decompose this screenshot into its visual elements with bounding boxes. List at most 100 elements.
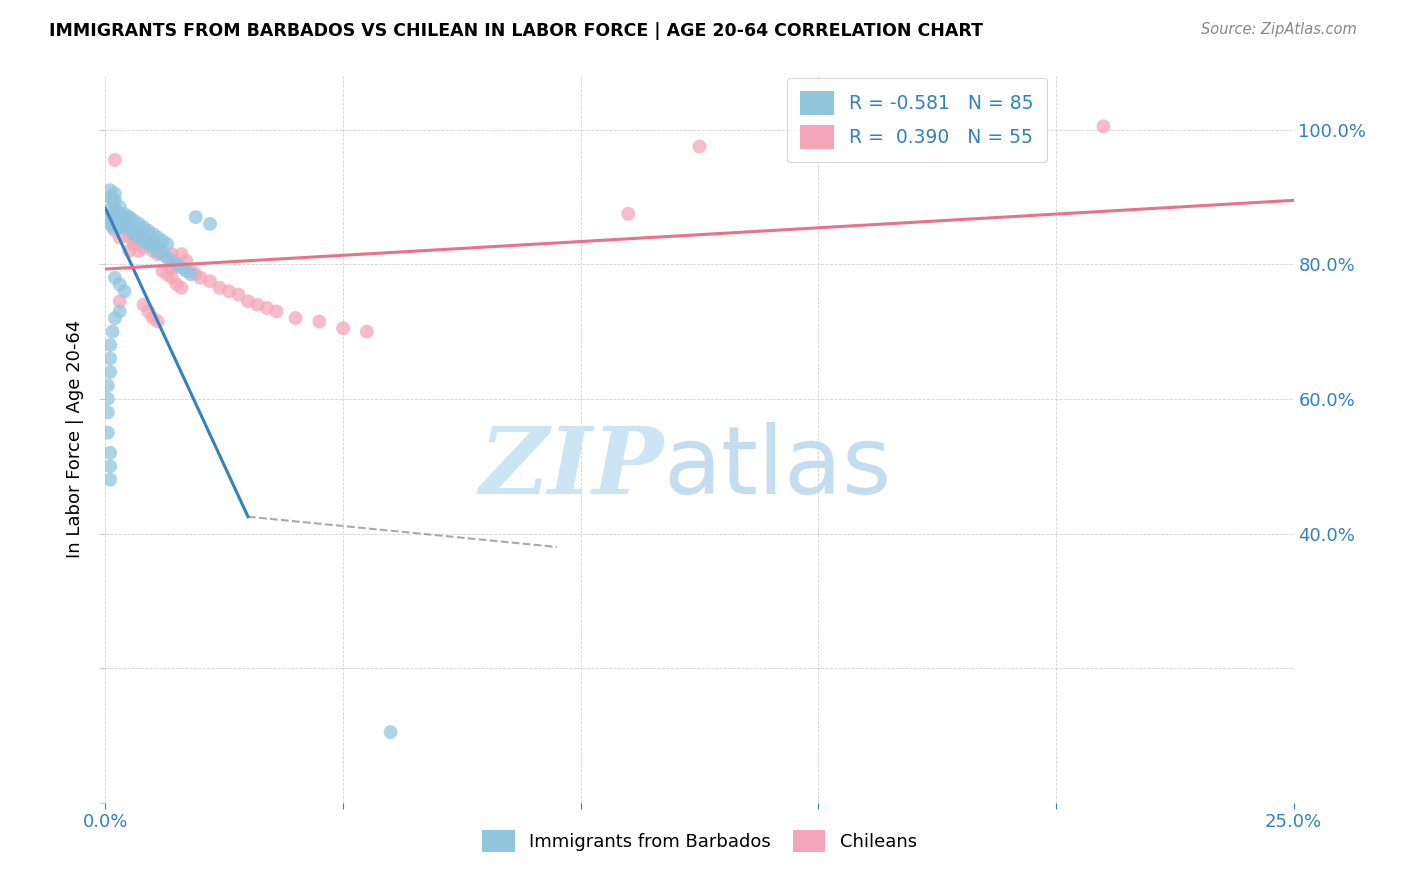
Point	[108, 207, 131, 221]
Point	[174, 254, 197, 268]
Point	[108, 304, 131, 318]
Point	[121, 224, 143, 238]
Point	[98, 446, 121, 460]
Point	[132, 220, 155, 235]
Point	[246, 298, 269, 312]
Point	[98, 183, 121, 197]
Point	[98, 210, 121, 224]
Point	[108, 217, 131, 231]
Point	[136, 224, 159, 238]
Point	[152, 247, 174, 261]
Point	[180, 268, 202, 282]
Point	[156, 251, 179, 265]
Point	[184, 268, 207, 282]
Point	[114, 210, 136, 224]
Point	[114, 217, 136, 231]
Point	[111, 217, 134, 231]
Point	[152, 264, 174, 278]
Point	[266, 304, 288, 318]
Point	[136, 237, 159, 252]
Point	[101, 325, 124, 339]
Point	[198, 274, 221, 288]
Point	[104, 224, 127, 238]
Point	[118, 220, 141, 235]
Point	[98, 210, 121, 224]
Point	[160, 270, 183, 285]
Point	[308, 314, 330, 328]
Legend: Immigrants from Barbados, Chileans: Immigrants from Barbados, Chileans	[475, 822, 924, 859]
Point	[142, 234, 165, 248]
Point	[97, 392, 120, 406]
Point	[228, 287, 250, 301]
Point	[166, 257, 188, 271]
Point	[98, 459, 121, 474]
Point	[108, 210, 131, 224]
Point	[122, 237, 145, 252]
Point	[108, 230, 131, 244]
Point	[156, 268, 179, 282]
Point	[174, 264, 197, 278]
Point	[170, 281, 193, 295]
Point	[101, 220, 124, 235]
Point	[104, 270, 127, 285]
Point	[132, 240, 155, 254]
Point	[170, 247, 193, 261]
Point	[689, 139, 711, 153]
Point	[198, 217, 221, 231]
Point	[142, 244, 165, 258]
Point	[166, 277, 188, 292]
Point	[236, 294, 259, 309]
Point	[128, 217, 150, 231]
Point	[122, 224, 145, 238]
Point	[108, 220, 131, 235]
Point	[108, 200, 131, 214]
Point	[132, 230, 155, 244]
Point	[256, 301, 278, 315]
Point	[98, 473, 121, 487]
Point	[118, 210, 141, 224]
Point	[1092, 120, 1115, 134]
Point	[128, 224, 150, 238]
Point	[218, 284, 240, 298]
Point	[104, 213, 127, 227]
Point	[128, 230, 150, 244]
Point	[104, 194, 127, 208]
Point	[98, 217, 121, 231]
Point	[122, 227, 145, 241]
Point	[122, 213, 145, 227]
Point	[132, 234, 155, 248]
Point	[104, 311, 127, 326]
Point	[132, 227, 155, 241]
Point	[104, 186, 127, 201]
Text: atlas: atlas	[664, 423, 891, 515]
Point	[108, 294, 131, 309]
Point	[114, 213, 136, 227]
Point	[98, 365, 121, 379]
Point	[115, 217, 138, 231]
Point	[114, 220, 136, 235]
Point	[356, 325, 378, 339]
Point	[284, 311, 307, 326]
Point	[180, 264, 202, 278]
Point	[118, 217, 141, 231]
Point	[118, 210, 141, 224]
Point	[170, 260, 193, 275]
Point	[104, 153, 127, 167]
Point	[111, 213, 134, 227]
Point	[190, 270, 212, 285]
Point	[142, 227, 165, 241]
Point	[156, 251, 179, 265]
Point	[160, 254, 183, 268]
Point	[146, 244, 169, 258]
Point	[101, 217, 124, 231]
Point	[114, 207, 136, 221]
Point	[142, 237, 165, 252]
Point	[208, 281, 231, 295]
Point	[156, 237, 179, 252]
Point	[617, 207, 640, 221]
Point	[136, 237, 159, 252]
Point	[380, 725, 402, 739]
Text: IMMIGRANTS FROM BARBADOS VS CHILEAN IN LABOR FORCE | AGE 20-64 CORRELATION CHART: IMMIGRANTS FROM BARBADOS VS CHILEAN IN L…	[49, 22, 983, 40]
Point	[146, 240, 169, 254]
Point	[136, 234, 159, 248]
